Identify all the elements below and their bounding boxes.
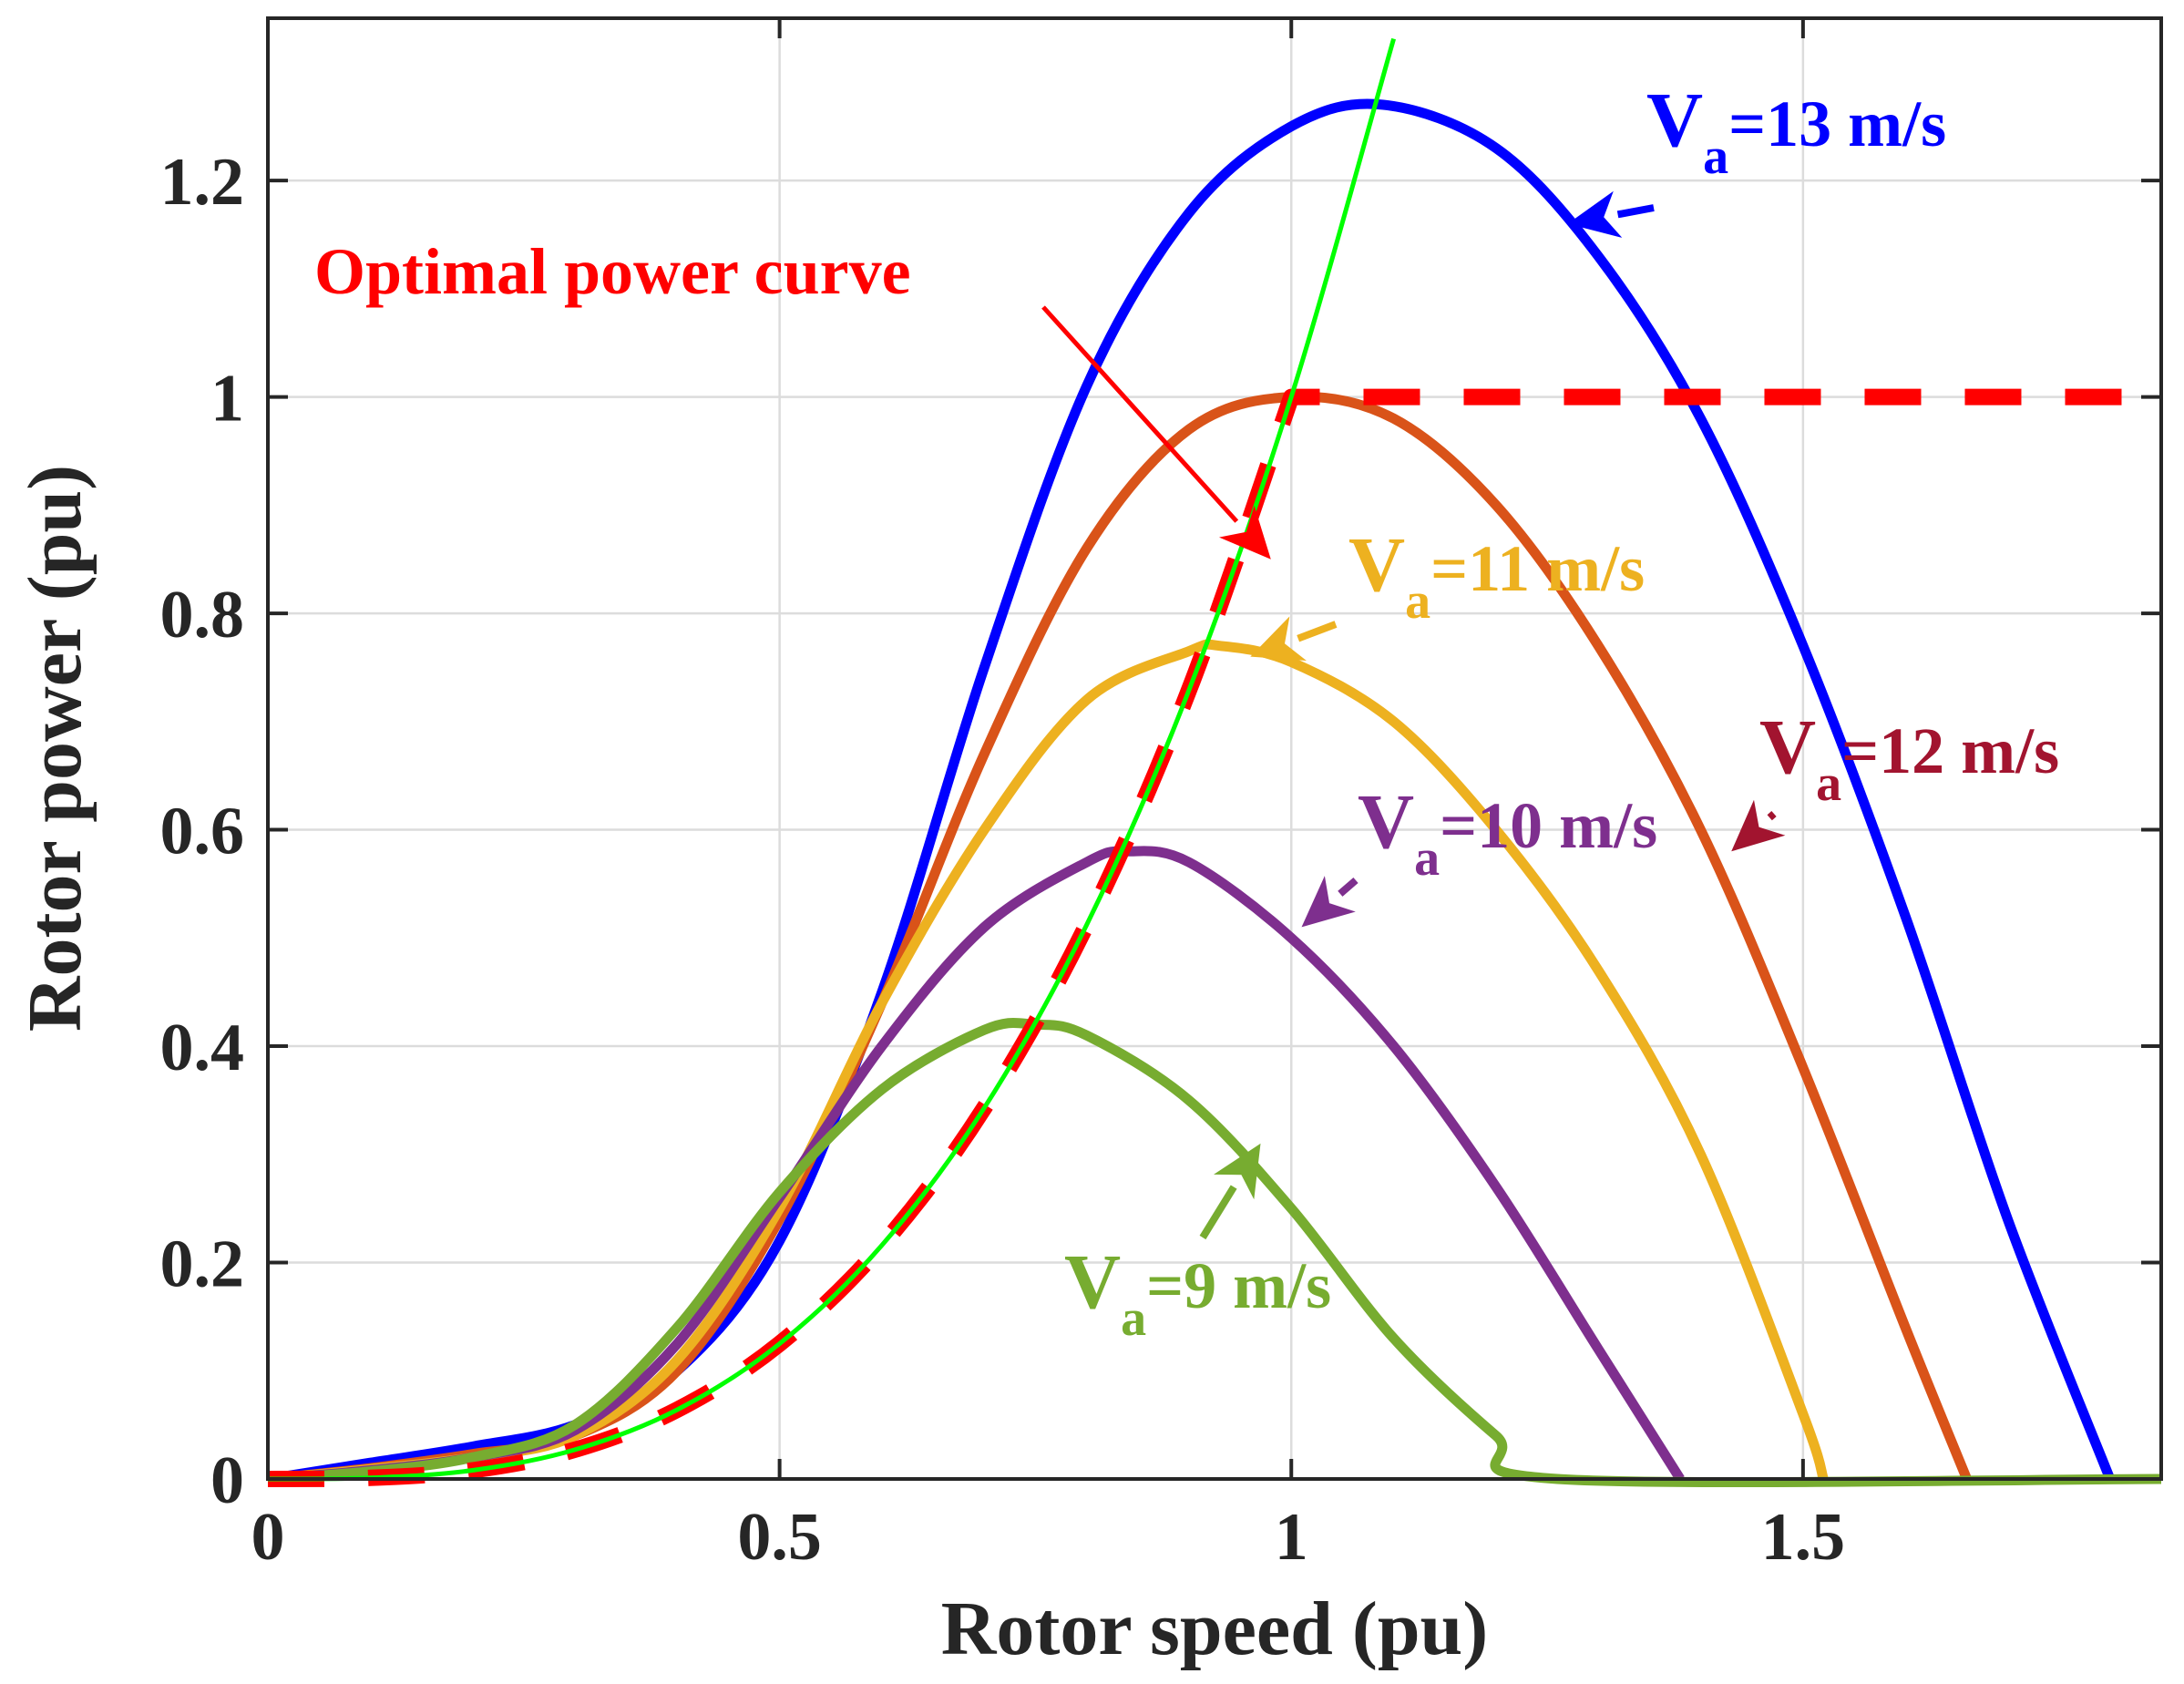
x-tick-label: 0 xyxy=(251,1500,285,1575)
annotation-arrow-shaft xyxy=(1338,877,1359,897)
annotation-label: Va=11 m/s xyxy=(1348,520,1645,630)
annotation-label: Va=9 m/s xyxy=(1064,1237,1331,1347)
x-tick-label: 1 xyxy=(1275,1500,1308,1575)
annotation-arrow-shaft xyxy=(1616,204,1655,219)
annotation-rest: =12 m/s xyxy=(1841,714,2059,787)
annotation-arrow-head xyxy=(1214,1143,1261,1200)
axis-ticks: 0 0.5 1 1.5 0 0.2 0.4 0.6 0.8 1 1.2 xyxy=(160,18,2161,1575)
series-line-va-11-m-s xyxy=(267,639,1829,1484)
annotation-subscript: a xyxy=(1816,755,1841,812)
annotation-arrow-head xyxy=(1731,799,1786,852)
plot-frame xyxy=(266,16,2163,1481)
series-line-cubic-power-curve xyxy=(267,37,1397,1482)
grid-lines xyxy=(268,18,2161,1479)
annotation-rest: =10 m/s xyxy=(1440,789,1657,862)
annotation-arrow-shaft xyxy=(1199,1185,1237,1240)
annotation-rest: =11 m/s xyxy=(1430,532,1645,605)
y-tick-label: 0.4 xyxy=(160,1011,245,1085)
annotation-rest: =9 m/s xyxy=(1146,1249,1331,1322)
y-tick-label: 0.6 xyxy=(160,795,245,869)
annotation-label: Va=12 m/s xyxy=(1759,703,2059,812)
annotation-label: Va=13 m/s xyxy=(1646,76,1946,185)
y-tick-label: 0.8 xyxy=(160,578,245,652)
annotation-subscript: a xyxy=(1121,1290,1146,1347)
y-tick-label: 0 xyxy=(210,1443,244,1518)
x-axis-title: Rotor speed (pu) xyxy=(941,1586,1488,1671)
annotation-label: Optimal power curve xyxy=(314,235,911,308)
annotation-arrow-head xyxy=(1301,876,1356,928)
y-tick-label: 0.2 xyxy=(160,1227,245,1302)
annotation-main: V xyxy=(1064,1237,1121,1325)
annotation-arrow-head xyxy=(1219,505,1271,560)
y-tick-label: 1 xyxy=(210,362,244,436)
annotation-main: V xyxy=(1348,520,1405,608)
y-axis-title: Rotor power (pu) xyxy=(13,465,97,1032)
annotation-arrow-head xyxy=(1567,190,1623,238)
annotation-arrow-shaft xyxy=(1297,621,1338,642)
x-tick-label: 1.5 xyxy=(1761,1500,1846,1575)
annotation-subscript: a xyxy=(1703,128,1728,185)
annotation-main: V xyxy=(1646,76,1703,163)
x-tick-label: 0.5 xyxy=(737,1500,822,1575)
annotation-main: V xyxy=(1358,777,1414,865)
annotation-arrow-head xyxy=(1250,616,1307,661)
annotation-arrow-shaft xyxy=(1767,811,1777,821)
annotation-label: Va=10 m/s xyxy=(1358,777,1657,887)
series-layer xyxy=(267,37,2162,1488)
annotation-arrow-shaft xyxy=(1041,305,1239,523)
y-tick-label: 1.2 xyxy=(160,145,245,220)
series-line-va-9-m-s xyxy=(267,1017,2162,1488)
annotation-rest: =13 m/s xyxy=(1728,87,1946,160)
annotation-subscript: a xyxy=(1414,830,1440,887)
annotation-subscript: a xyxy=(1405,573,1430,630)
annotation-main: V xyxy=(1759,703,1816,790)
